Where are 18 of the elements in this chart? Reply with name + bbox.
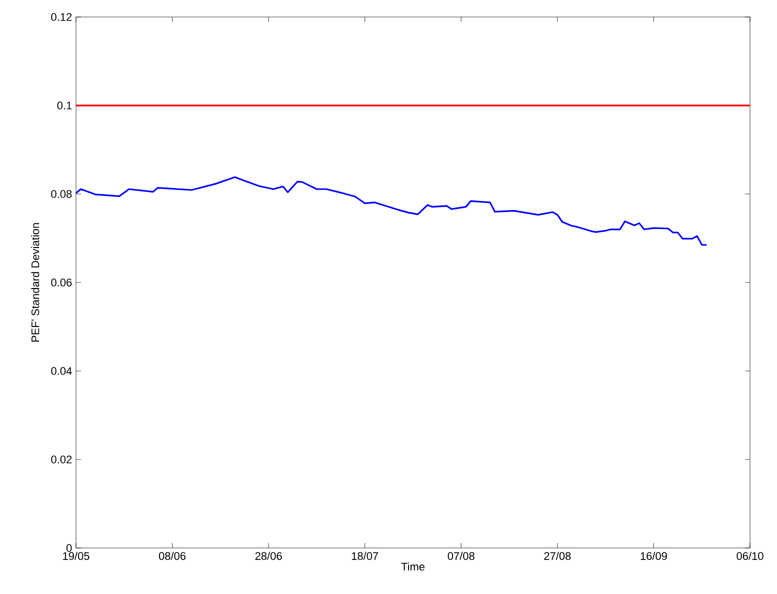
y-tick-label: 0.08 xyxy=(51,190,72,198)
x-tick-label: 06/10 xyxy=(736,552,764,560)
x-tick-label: 19/05 xyxy=(63,552,90,560)
line-series xyxy=(75,176,708,246)
x-axis-title: Time xyxy=(401,562,425,571)
x-tick-label: 08/06 xyxy=(158,552,186,560)
x-tick-label: 16/09 xyxy=(640,552,667,560)
y-tick-label: 0.06 xyxy=(51,278,72,286)
y-tick-label: 0.12 xyxy=(51,13,72,21)
y-tick-label: 0.02 xyxy=(51,456,72,464)
x-tick-label: 18/07 xyxy=(352,552,378,560)
y-tick-label: 0 xyxy=(66,544,72,552)
x-tick-label: 27/08 xyxy=(544,552,571,560)
x-tick-label: 07/08 xyxy=(448,552,474,560)
y-tick-label: 0.1 xyxy=(57,102,72,110)
y-axis-title: PEF' Standard Deviation xyxy=(31,223,40,342)
x-tick-label: 28/06 xyxy=(255,552,282,560)
y-tick-label: 0.04 xyxy=(51,367,72,375)
